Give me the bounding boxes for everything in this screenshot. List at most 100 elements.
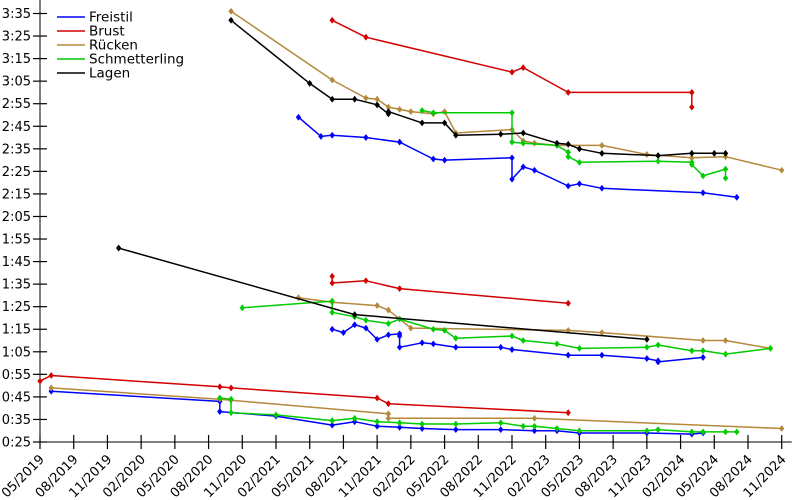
data-point-marker [408,108,414,116]
data-point-marker [430,155,437,163]
data-point-marker [329,279,335,287]
data-point-marker [217,383,223,391]
data-point-marker [722,165,729,173]
data-point-marker [599,149,605,157]
data-point-marker [509,109,515,117]
y-tick-label: 1:45 [2,255,31,270]
data-point-marker [644,335,650,343]
data-point-marker [655,157,661,165]
data-point-marker [700,428,706,436]
data-point-marker [689,89,695,96]
data-point-marker [329,325,335,333]
data-point-marker [228,384,234,392]
data-point-marker [509,175,515,183]
data-point-marker [689,161,695,169]
data-point-marker [351,95,358,103]
data-point-marker [509,68,515,76]
data-point-marker [722,174,729,182]
y-tick-label: 3:15 [2,52,31,67]
data-point-marker [228,16,234,24]
data-point-marker [576,158,583,166]
data-point-marker [700,172,706,180]
data-point-marker [655,152,661,159]
data-point-marker [239,304,245,312]
data-point-marker [644,355,650,362]
y-tick-label: 0:45 [2,390,31,405]
y-tick-label: 2:05 [2,210,31,225]
data-point-marker [329,131,335,139]
data-point-marker [419,339,425,347]
y-tick-label: 0:55 [2,368,31,383]
data-point-marker [700,354,706,361]
data-point-marker [565,148,571,156]
y-tick-label: 0:25 [2,436,31,451]
legend-label-ruecken: Rücken [89,38,138,54]
data-point-marker [644,343,650,351]
y-tick-label: 2:55 [2,97,31,112]
data-point-marker [374,394,380,402]
data-point-marker [419,119,425,127]
y-tick-label: 3:25 [2,30,31,45]
data-point-marker [115,244,122,252]
legend-label-lagen: Lagen [89,66,130,82]
data-point-marker [734,193,740,201]
data-point-marker [779,425,785,432]
data-point-marker [576,145,583,153]
data-point-marker [396,419,403,427]
series-line [331,323,704,363]
data-point-marker [453,343,459,351]
data-point-marker [576,180,583,188]
data-point-marker [520,422,526,430]
y-tick-label: 1:05 [2,345,31,360]
data-point-marker [689,149,695,157]
data-point-marker [520,337,526,344]
data-point-marker [554,139,560,147]
data-point-marker [385,108,392,116]
data-point-marker [374,422,380,430]
y-tick-label: 2:45 [2,120,31,135]
data-point-marker [498,130,504,138]
data-point-marker [565,409,571,417]
data-point-marker [396,343,403,351]
data-point-marker [351,311,358,318]
data-point-marker [520,163,526,171]
data-point-marker [430,325,437,333]
data-point-marker [217,408,223,415]
data-point-marker [228,409,234,417]
data-point-marker [767,345,774,352]
data-point-marker [779,166,785,174]
y-tick-label: 1:15 [2,323,31,338]
data-point-marker [453,420,459,428]
data-point-marker [700,337,706,344]
data-point-marker [700,347,706,355]
data-point-marker [565,351,571,359]
data-point-marker [498,426,504,434]
series-line [298,116,737,199]
data-point-marker [318,133,324,140]
data-point-marker [430,109,437,117]
data-point-marker [689,428,695,436]
data-point-marker [520,64,526,72]
chart-axes [39,0,792,443]
data-point-marker [374,418,380,426]
data-point-marker [329,272,335,280]
y-tick-label: 1:25 [2,300,31,315]
data-point-marker [351,414,358,422]
data-point-marker [453,334,459,342]
data-point-marker [689,154,695,162]
data-point-marker [531,139,538,147]
data-point-marker [419,107,425,114]
series-lagen [115,16,729,343]
data-point-marker [509,154,515,162]
data-point-marker [554,425,560,432]
y-tick-label: 3:35 [2,7,31,22]
data-point-marker [48,384,54,392]
data-point-marker [228,395,234,403]
data-point-marker [565,140,571,148]
data-point-marker [441,119,448,127]
legend-label-brust: Brust [89,24,125,40]
data-point-marker [565,153,571,161]
data-point-marker [419,425,425,432]
data-point-marker [329,76,335,84]
